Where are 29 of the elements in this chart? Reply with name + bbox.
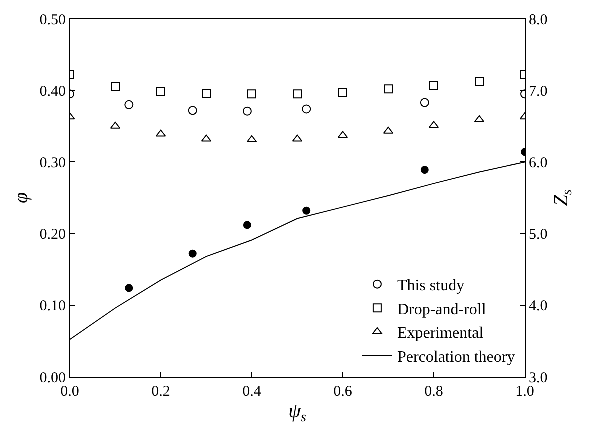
legend-label: Experimental — [397, 325, 484, 342]
y-axis-title: φ — [10, 192, 32, 204]
y2-tick-label: 7.0 — [529, 84, 548, 100]
y-tick-label: 0.10 — [40, 298, 66, 315]
y2-tick-label: 6.0 — [529, 155, 548, 172]
y-tick-label: 0.00 — [40, 370, 66, 386]
x-tick-label: 0.8 — [424, 384, 444, 400]
y2-tick-label: 3.0 — [529, 370, 548, 386]
x-tick-label: 1.0 — [516, 384, 534, 400]
y-tick-label: 0.50 — [40, 12, 66, 28]
legend-label: Percolation theory — [397, 348, 516, 366]
point — [302, 206, 311, 215]
point — [125, 284, 134, 292]
y2-tick-label: 8.0 — [529, 12, 548, 28]
y-tick-label: 0.20 — [40, 227, 66, 244]
y2-tick-label: 4.0 — [529, 298, 548, 315]
y-tick-label: 0.30 — [40, 155, 66, 172]
legend-label: This study — [397, 278, 465, 295]
y2-tick-label: 5.0 — [529, 227, 548, 244]
y-tick-label: 0.40 — [40, 84, 66, 100]
point — [243, 221, 252, 230]
legend-label: Drop-and-roll — [397, 301, 487, 318]
x-axis-title: ψ$_{s}$ — [288, 400, 307, 426]
x-tick-label: 0.2 — [152, 384, 170, 400]
x-tick-label: 0.0 — [60, 384, 80, 400]
point — [188, 250, 197, 258]
x-tick-label: 0.4 — [242, 384, 262, 400]
x-tick-label: 0.6 — [334, 384, 353, 400]
point — [420, 166, 429, 174]
